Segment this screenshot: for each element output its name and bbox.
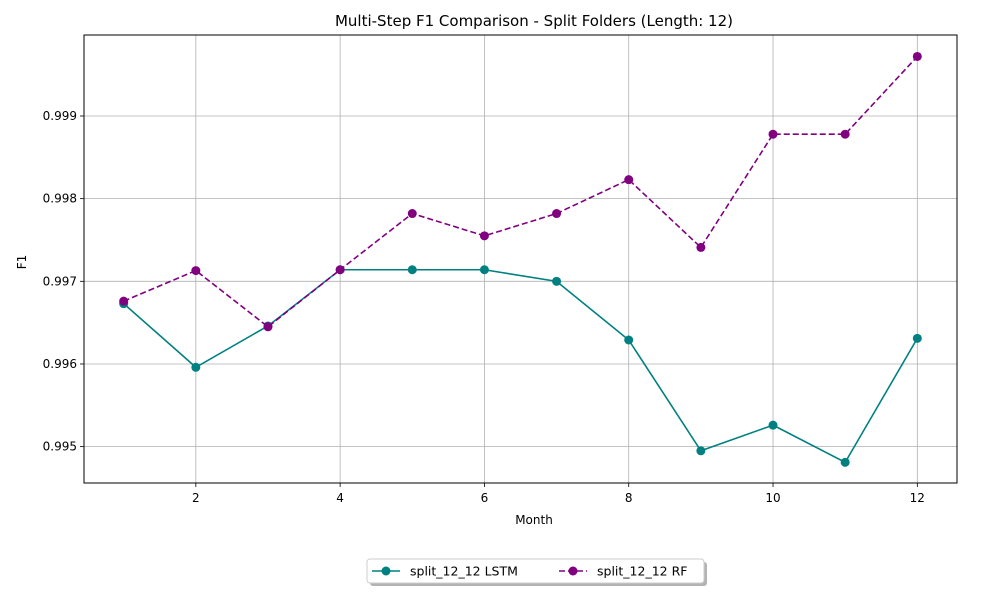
x-tick-label: 12: [910, 491, 925, 505]
data-point: [624, 335, 634, 345]
data-point: [335, 265, 345, 275]
y-tick-label: 0.999: [43, 109, 77, 123]
data-point: [624, 175, 634, 185]
legend-marker: [568, 566, 578, 576]
x-tick-label: 2: [192, 491, 200, 505]
x-tick-label: 6: [481, 491, 489, 505]
y-axis-ticks: 0.995 0.996 0.997 0.998 0.999: [43, 109, 84, 454]
grid: [84, 35, 957, 483]
data-point: [479, 231, 489, 241]
x-tick-label: 10: [765, 491, 780, 505]
y-tick-label: 0.998: [43, 192, 77, 206]
data-point: [191, 266, 201, 276]
series-0: [119, 265, 922, 467]
data-point: [263, 322, 273, 332]
x-axis-label: Month: [515, 513, 553, 527]
data-point: [119, 296, 129, 306]
series-line: [123, 268, 919, 464]
data-point: [479, 265, 489, 275]
y-tick-label: 0.996: [43, 357, 77, 371]
data-point: [768, 420, 778, 430]
x-tick-label: 4: [336, 491, 344, 505]
plot-area-frame: [83, 34, 958, 484]
legend-label: split_12_12 RF: [597, 564, 687, 579]
legend-items: split_12_12 LSTM split_12_12 RF: [372, 564, 687, 579]
legend-marker: [381, 566, 391, 576]
series-line: [123, 55, 918, 328]
x-axis-ticks: 2 4 6 8 10 12: [192, 483, 925, 505]
legend-box: [366, 558, 705, 584]
data-point: [912, 333, 922, 343]
data-point: [552, 276, 562, 286]
y-axis-label: F1: [15, 255, 29, 270]
data-point: [191, 362, 201, 372]
data-point: [912, 51, 922, 61]
x-tick-label: 8: [625, 491, 633, 505]
legend-item-0: split_12_12 LSTM: [372, 564, 518, 579]
series: [119, 51, 922, 467]
chart-title: Multi-Step F1 Comparison - Split Folders…: [335, 12, 733, 30]
data-point: [840, 129, 850, 139]
data-point: [696, 446, 706, 456]
data-point: [552, 209, 562, 219]
data-point: [407, 209, 417, 219]
legend: split_12_12 LSTM split_12_12 RF: [366, 558, 707, 586]
legend-label: split_12_12 LSTM: [410, 564, 518, 579]
data-point: [840, 457, 850, 467]
series-1: [119, 51, 922, 332]
y-tick-label: 0.995: [43, 440, 77, 454]
legend-item-1: split_12_12 RF: [559, 564, 687, 579]
data-point: [407, 265, 417, 275]
data-point: [696, 242, 706, 252]
y-tick-label: 0.997: [43, 274, 77, 288]
data-point: [768, 129, 778, 139]
